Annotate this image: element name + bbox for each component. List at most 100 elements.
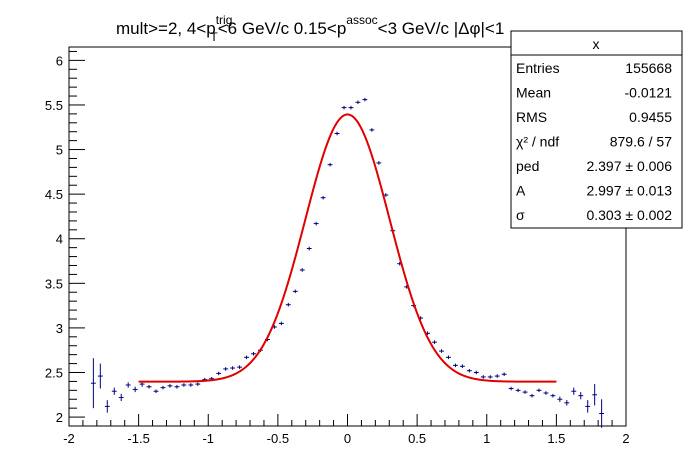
data-point (111, 387, 117, 395)
data-point (550, 393, 556, 398)
data-point (592, 384, 598, 406)
y-tick-label: 3.5 (45, 276, 63, 291)
stats-rows: Entries 155668 Mean -0.0121 RMS 0.9455 χ² / nd… (516, 60, 672, 223)
x-tick-label: -2 (63, 431, 75, 446)
stats-value: 879.6 / 57 (610, 134, 672, 150)
data-point (341, 105, 347, 110)
data-point (355, 100, 361, 105)
data-point (501, 372, 507, 377)
x-tick-label: 2 (622, 431, 629, 446)
data-point (515, 388, 521, 393)
stats-box-frame (510, 30, 683, 229)
stats-label: χ² / ndf (516, 134, 559, 150)
data-point (313, 221, 319, 226)
y-tick-label: 5.5 (45, 98, 63, 113)
data-point (167, 384, 173, 388)
data-point (494, 374, 500, 378)
data-point (146, 384, 152, 389)
data-point (104, 400, 110, 413)
data-point (599, 399, 605, 428)
x-axis: -2 -1.5 -1 -0.5 0 0.5 1 1.5 2 (63, 414, 630, 446)
title-part-T: T (210, 30, 218, 44)
stats-label: RMS (516, 109, 547, 125)
data-point (174, 384, 180, 389)
y-tick-label: 4.5 (45, 187, 63, 202)
data-point (244, 355, 249, 360)
data-point (160, 385, 166, 390)
stats-box: x Entries 155668 Mean -0.0121 RMS 0.9455 χ² / … (510, 30, 683, 229)
title-part-dphi: Δφ (458, 19, 480, 38)
data-point (571, 387, 577, 395)
data-point (508, 386, 514, 391)
data-point (97, 363, 103, 389)
title-part-assoc: assoc (346, 13, 377, 27)
data-point (278, 321, 284, 326)
data-point (487, 375, 493, 379)
title-part-1: mult>=2, 4<p (116, 19, 216, 38)
stats-label: Mean (516, 85, 551, 101)
data-point (348, 105, 354, 110)
stats-label: A (516, 183, 526, 199)
data-point (285, 302, 291, 307)
stats-value: 0.303 ± 0.002 (586, 207, 672, 223)
data-point (251, 351, 256, 356)
data-point (564, 400, 570, 406)
stats-label: Entries (516, 60, 560, 76)
data-point (578, 392, 584, 400)
y-tick-label: 2.5 (45, 365, 63, 380)
y-tick-label: 6 (56, 53, 63, 68)
data-point (543, 391, 549, 395)
data-point (536, 388, 542, 393)
data-point (90, 358, 96, 409)
data-point (327, 162, 333, 167)
data-point (432, 340, 437, 344)
data-point (125, 382, 131, 388)
data-point (446, 355, 451, 360)
x-tick-label: -1.5 (127, 431, 149, 446)
y-tick-label: 3 (56, 321, 63, 336)
chart-title: mult>=2, 4<ptrig T<6 GeV/c 0.15<passoc<3 … (116, 13, 504, 44)
fit-curve (138, 113, 557, 383)
x-tick-label: -1 (202, 431, 214, 446)
data-point (320, 195, 326, 200)
stats-label: ped (516, 158, 539, 174)
title-part-4: |<1 (481, 19, 505, 38)
stats-box-title: x (593, 36, 600, 52)
x-tick-label: 1 (483, 431, 490, 446)
data-point (529, 393, 535, 398)
data-point (522, 390, 528, 394)
x-tick-label: 0.5 (408, 431, 426, 446)
data-point (195, 382, 201, 386)
data-point (153, 389, 159, 394)
data-point (299, 268, 305, 272)
y-tick-label: 5 (56, 143, 63, 158)
title-part-3: <3 GeV/c | (378, 19, 458, 38)
stats-label: σ (516, 207, 525, 223)
data-point (181, 383, 187, 387)
y-tick-label: 4 (56, 232, 63, 247)
data-point (585, 400, 591, 413)
data-point (376, 161, 382, 165)
data-point (480, 375, 486, 379)
data-point (188, 383, 194, 387)
data-point (369, 128, 375, 132)
data-point (223, 367, 229, 371)
data-point (362, 97, 368, 102)
data-point (230, 366, 236, 370)
data-point (132, 386, 138, 393)
y-axis: 2 2.5 3 3.5 4 4.5 5 5.5 6 (45, 50, 85, 425)
stats-value: 0.9455 (629, 109, 672, 125)
x-tick-label: 1.5 (547, 431, 565, 446)
data-point (473, 370, 479, 375)
data-point (334, 131, 340, 136)
data-point (237, 365, 243, 369)
data-point (306, 246, 312, 251)
data-point (466, 368, 472, 373)
data-point (216, 371, 222, 376)
x-tick-label: 0 (344, 431, 351, 446)
title-part-2: <6 GeV/c 0.15<p (218, 19, 347, 38)
y-tick-label: 2 (56, 410, 63, 425)
title-part-trig: trig (216, 13, 233, 27)
stats-value: 155668 (625, 60, 672, 76)
